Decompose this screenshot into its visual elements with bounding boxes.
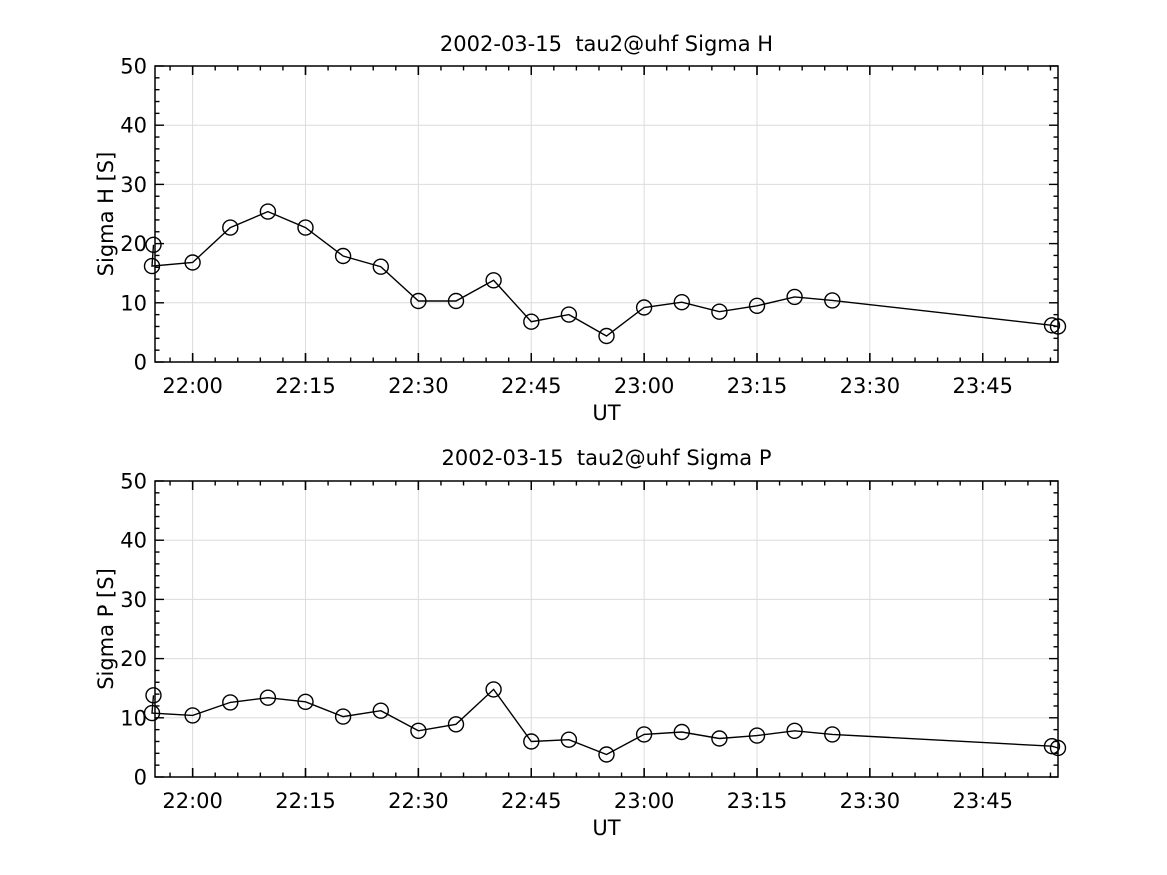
data-point-marker (523, 733, 540, 750)
data-point-markers (143, 681, 1067, 763)
svg-text:23:00: 23:00 (614, 374, 675, 398)
data-point-marker (145, 236, 162, 254)
svg-text:23:45: 23:45 (952, 374, 1013, 398)
svg-text:23:15: 23:15 (727, 374, 788, 398)
svg-text:22:45: 22:45 (501, 789, 562, 813)
data-point-marker (410, 722, 427, 739)
svg-text:23:30: 23:30 (840, 789, 901, 813)
svg-text:10: 10 (120, 291, 147, 315)
data-point-marker (786, 722, 803, 739)
svg-text:22:15: 22:15 (275, 789, 336, 813)
data-point-marker (410, 292, 427, 310)
y-tick-labels: 0 10 20 30 40 50 (120, 55, 147, 375)
svg-text:0: 0 (134, 766, 147, 790)
data-point-marker (560, 731, 578, 748)
data-point-marker (673, 294, 690, 311)
svg-text:50: 50 (120, 55, 147, 79)
data-point-marker (824, 292, 841, 309)
svg-text:22:15: 22:15 (275, 374, 336, 398)
data-point-marker (673, 723, 690, 741)
sigma-h-x-axis-label: UT (592, 401, 621, 425)
data-point-marker (334, 708, 352, 725)
data-point-marker (222, 219, 239, 236)
sigma-h-y-axis-label: Sigma H [S] (94, 151, 118, 277)
series-line (151, 210, 1059, 337)
sigma-h-chart: 22:00 22:15 22:30 22:45 23:00 23:15 23:30 23:45… (120, 55, 1067, 398)
svg-text:10: 10 (120, 706, 147, 730)
data-point-marker (560, 306, 578, 323)
data-point-marker (1043, 317, 1061, 334)
data-point-marker (635, 299, 653, 316)
data-point-marker (372, 258, 389, 275)
sigma-p-chart: 22:00 22:15 22:30 22:45 23:00 23:15 23:30 23:45… (120, 470, 1067, 813)
data-point-marker (485, 272, 502, 289)
data-point-marker (447, 292, 465, 310)
data-point-markers (143, 203, 1067, 345)
data-point-marker (635, 726, 653, 743)
svg-text:50: 50 (120, 470, 147, 494)
data-point-marker (145, 687, 162, 704)
sigma-h-title: 2002-03-15 tau2@uhf Sigma H (439, 32, 774, 56)
svg-text:20: 20 (120, 232, 147, 256)
data-point-marker (523, 313, 540, 330)
data-point-marker (598, 327, 615, 345)
data-point-marker (297, 693, 314, 710)
axis-ticks (155, 480, 1058, 778)
svg-text:20: 20 (120, 647, 147, 671)
plot-border (154, 65, 1059, 363)
data-point-marker (372, 702, 389, 719)
data-point-marker (786, 288, 803, 306)
svg-text:23:15: 23:15 (727, 789, 788, 813)
sigma-p-y-axis-label: Sigma P [S] (94, 568, 118, 690)
svg-text:0: 0 (134, 351, 147, 375)
sigma-p-title: 2002-03-15 tau2@uhf Sigma P (441, 446, 772, 470)
svg-text:22:30: 22:30 (388, 374, 449, 398)
data-point-marker (748, 297, 766, 314)
svg-text:22:30: 22:30 (388, 789, 449, 813)
grid-lines (155, 66, 1058, 362)
data-point-marker (824, 726, 841, 743)
data-point-marker (259, 689, 277, 706)
svg-text:23:45: 23:45 (952, 789, 1013, 813)
svg-text:23:00: 23:00 (614, 789, 675, 813)
data-point-marker (222, 694, 239, 711)
data-point-marker (598, 746, 615, 763)
data-point-marker (143, 704, 161, 722)
svg-text:30: 30 (120, 588, 147, 612)
data-point-marker (184, 254, 201, 271)
svg-text:40: 40 (120, 114, 147, 138)
sigma-p-x-axis-label: UT (592, 816, 621, 840)
axis-ticks (155, 65, 1058, 363)
data-point-marker (259, 203, 277, 220)
svg-text:22:00: 22:00 (162, 789, 223, 813)
svg-text:40: 40 (120, 529, 147, 553)
data-point-marker (184, 707, 201, 724)
data-point-marker (748, 727, 766, 744)
svg-text:22:00: 22:00 (162, 374, 223, 398)
grid-lines (155, 481, 1058, 777)
data-point-marker (711, 303, 728, 320)
data-point-marker (297, 219, 314, 236)
data-point-marker (447, 716, 465, 733)
data-point-marker (143, 257, 161, 275)
data-point-marker (1043, 738, 1061, 755)
x-tick-labels: 22:00 22:15 22:30 22:45 23:00 23:15 23:30 23:45 (162, 374, 1013, 398)
data-point-marker (1049, 318, 1067, 335)
data-point-marker (334, 247, 352, 265)
data-point-marker (1049, 739, 1067, 757)
x-tick-labels: 22:00 22:15 22:30 22:45 23:00 23:15 23:30 23:45 (162, 789, 1013, 813)
svg-text:23:30: 23:30 (840, 374, 901, 398)
plot-border (154, 480, 1059, 778)
data-point-marker (711, 730, 728, 747)
series-line (151, 688, 1059, 756)
svg-text:22:45: 22:45 (501, 374, 562, 398)
y-tick-labels: 0 10 20 30 40 50 (120, 470, 147, 790)
data-point-marker (485, 681, 502, 698)
svg-text:30: 30 (120, 173, 147, 197)
